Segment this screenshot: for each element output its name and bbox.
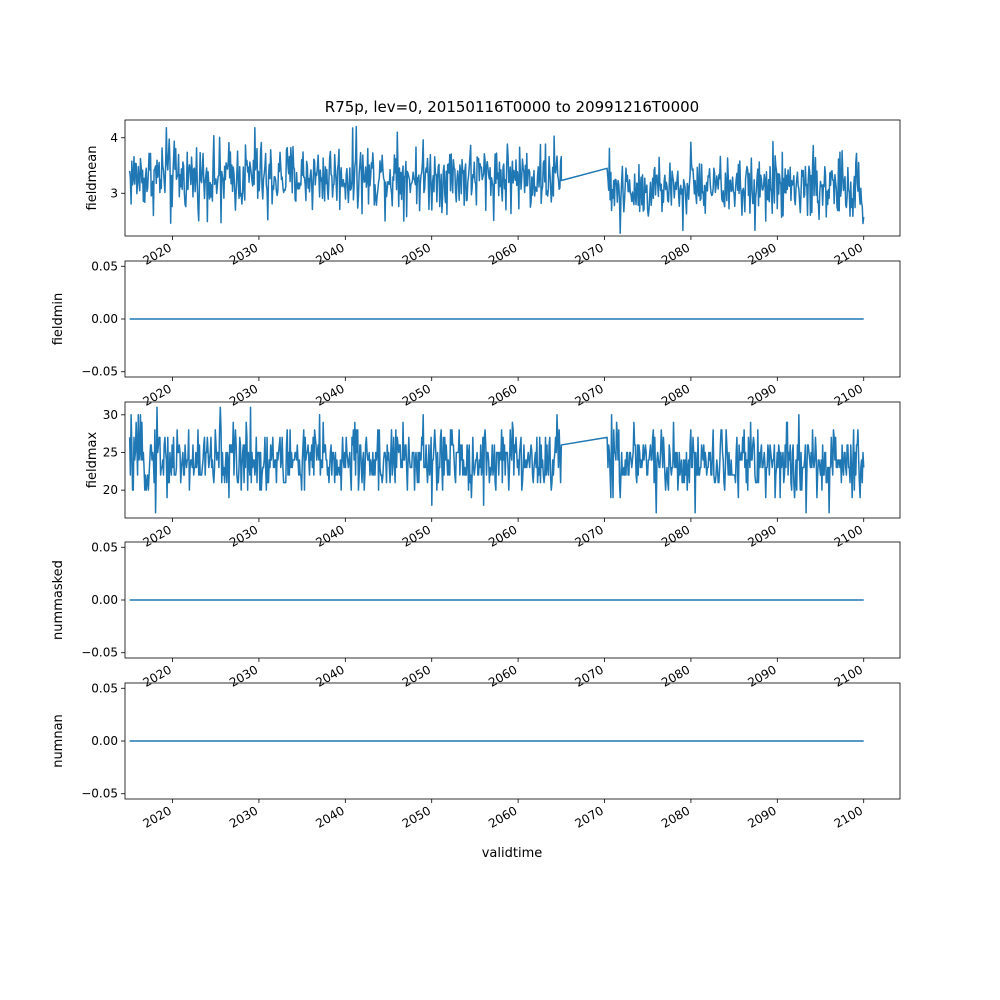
x-axis-label: validtime bbox=[482, 846, 543, 861]
chart-title: R75p, lev=0, 20150116T0000 to 20991216T0… bbox=[325, 98, 699, 116]
series-line bbox=[128, 125, 865, 234]
axes-frame bbox=[124, 119, 901, 237]
y-tick-label: −0.05 bbox=[81, 787, 118, 801]
subplots: 2020 2030 2040 2050 2060 2070 2080 2090 210034fi… bbox=[51, 119, 901, 831]
y-tick-label: 0.05 bbox=[91, 259, 118, 273]
y-tick-label: 25 bbox=[103, 445, 118, 459]
y-axis-label: fieldmax bbox=[85, 432, 100, 489]
y-tick-label: 0.00 bbox=[91, 593, 118, 607]
y-axis-label: fieldmean bbox=[85, 146, 100, 211]
series-line-group bbox=[128, 406, 865, 514]
y-axis-label: nummasked bbox=[51, 560, 66, 640]
axes-frame bbox=[124, 401, 901, 519]
y-tick-label: 3 bbox=[110, 186, 118, 200]
y-tick-label: 0.00 bbox=[91, 312, 118, 326]
y-tick-label: −0.05 bbox=[81, 365, 118, 379]
y-tick-label: 0.05 bbox=[91, 540, 118, 554]
y-tick-label: 0.00 bbox=[91, 734, 118, 748]
y-axis-label: fieldmin bbox=[51, 293, 66, 346]
subplot-fieldmin: 2020 2030 2040 2050 2060 2070 2080 2090 2100−0.0… bbox=[51, 259, 901, 409]
y-tick-label: −0.05 bbox=[81, 646, 118, 660]
y-tick-label: 30 bbox=[103, 408, 118, 422]
y-tick-label: 20 bbox=[103, 483, 118, 497]
y-tick-label: 4 bbox=[110, 131, 118, 145]
y-tick-label: 0.05 bbox=[91, 681, 118, 695]
y-axis-label: numnan bbox=[51, 714, 66, 768]
series-line-group bbox=[128, 125, 865, 234]
series-line bbox=[128, 406, 865, 514]
subplot-fieldmax: 2020 2030 2040 2050 2060 2070 2080 2090 21002025… bbox=[85, 401, 901, 550]
